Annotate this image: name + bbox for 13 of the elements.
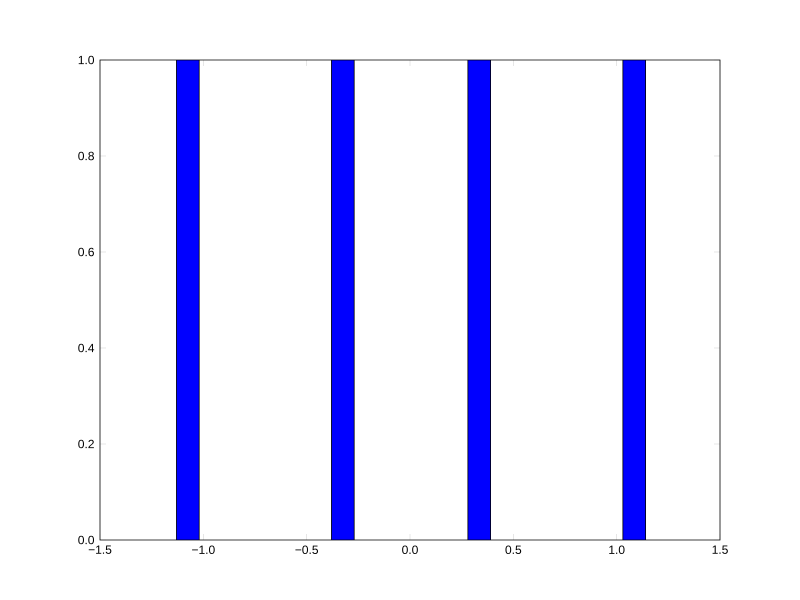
x-tick-label: −1.0 (192, 546, 215, 554)
y-tick-label: 0.0 (78, 536, 94, 544)
x-tick-label: −0.5 (295, 546, 318, 554)
x-tick-label: 1.5 (712, 546, 728, 554)
x-tick-label: 1.0 (609, 546, 625, 554)
y-tick-label: 0.2 (78, 440, 94, 448)
y-tick-label: 1.0 (78, 56, 94, 64)
x-tick-label: −1.5 (88, 546, 112, 554)
x-tick-label: 0.0 (402, 546, 418, 554)
x-tick-label: 0.5 (505, 546, 522, 554)
y-tick-label: 0.8 (78, 152, 94, 160)
y-tick-label: 0.6 (78, 248, 94, 256)
y-tick-label: 0.4 (78, 344, 94, 352)
